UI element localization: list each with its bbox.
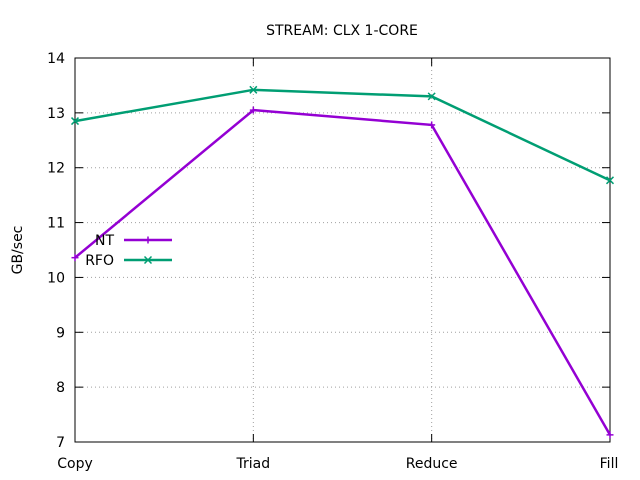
chart-title: STREAM: CLX 1-CORE: [266, 23, 418, 39]
y-tick-label: 7: [56, 435, 65, 451]
x-tick-label: Fill: [600, 456, 619, 472]
legend: NT RFO: [85, 233, 172, 269]
y-tick-label: 8: [56, 380, 65, 396]
data-point: [144, 236, 152, 244]
y-tick-label: 13: [47, 106, 65, 122]
grid: [75, 58, 610, 442]
y-tick-label: 11: [47, 216, 65, 232]
plot-frame: [74, 57, 611, 443]
legend-label-rfo: RFO: [85, 253, 114, 269]
series-group: [70, 85, 615, 439]
x-tick-label: Reduce: [406, 456, 458, 472]
data-point: [606, 431, 614, 439]
y-axis-label: GB/sec: [10, 226, 26, 275]
data-point: [70, 117, 80, 126]
series-line-rfo: [74, 88, 611, 182]
data-point: [143, 255, 153, 265]
series-line-nt: [74, 108, 612, 436]
axis-ticks: 7 8 9 10 11 12 13 14 Copy Triad Reduce Fill: [47, 51, 618, 472]
data-point: [249, 106, 257, 114]
data-point: [249, 85, 258, 94]
y-tick-label: 12: [47, 161, 65, 177]
data-point: [605, 176, 615, 185]
x-tick-label: Triad: [236, 456, 271, 472]
x-tick-label: Copy: [57, 456, 93, 472]
y-tick-label: 14: [47, 51, 65, 67]
legend-label-nt: NT: [95, 233, 114, 249]
data-point: [428, 121, 436, 129]
data-point: [427, 92, 436, 101]
y-tick-label: 10: [47, 270, 65, 286]
data-point: [71, 254, 79, 262]
y-tick-label: 9: [56, 325, 65, 341]
